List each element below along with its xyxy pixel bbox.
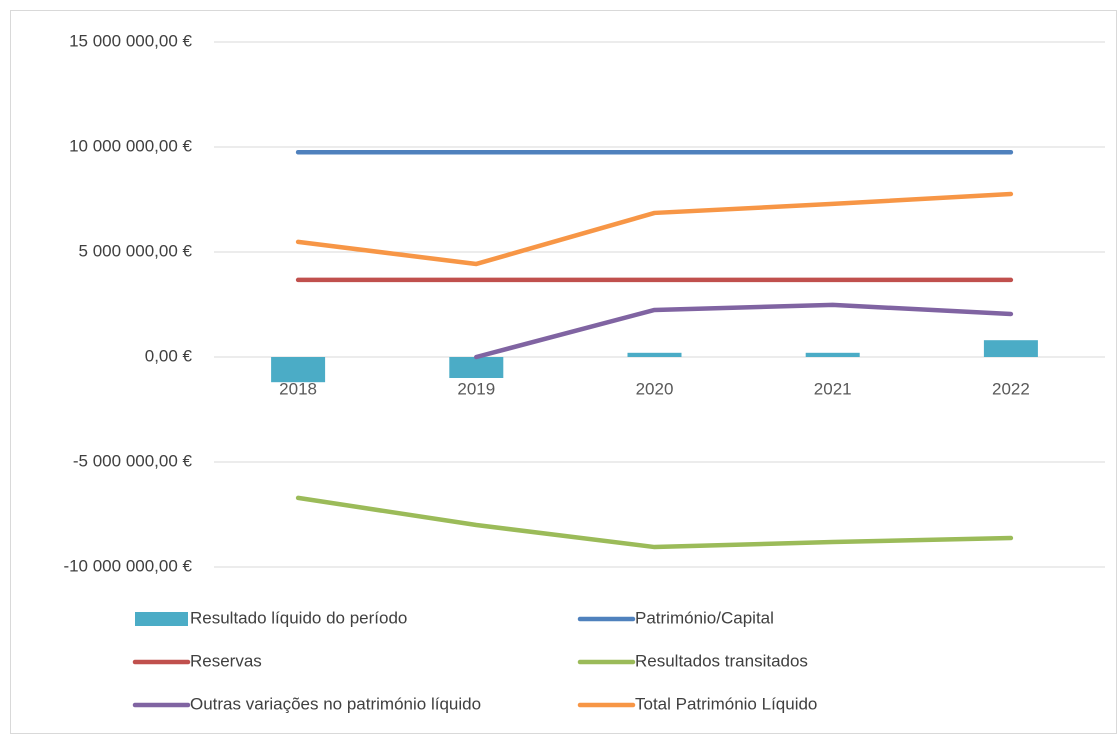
x-tick-label: 2019 [457, 379, 495, 398]
line [295, 495, 1014, 550]
bar [983, 340, 1038, 357]
y-tick-label: 10 000 000,00 € [69, 136, 192, 155]
chart-frame [10, 10, 1117, 734]
x-tick-label: 2021 [814, 379, 852, 398]
legend-label: Património/Capital [635, 608, 774, 627]
y-tick-label: -10 000 000,00 € [63, 556, 192, 575]
legend-label: Reservas [190, 651, 262, 670]
x-tick-label: 2020 [636, 379, 674, 398]
legend-swatch [135, 612, 188, 626]
line [295, 191, 1014, 267]
bar [449, 357, 504, 378]
legend-label: Resultado líquido do período [190, 608, 407, 627]
y-tick-label: 0,00 € [145, 346, 193, 365]
legend-label: Resultados transitados [635, 651, 808, 670]
legend-label: Outras variações no património líquido [190, 694, 481, 713]
y-tick-label: 15 000 000,00 € [69, 31, 192, 50]
x-tick-label: 2022 [992, 379, 1030, 398]
y-tick-label: -5 000 000,00 € [73, 451, 193, 470]
legend-label: Total Património Líquido [635, 694, 817, 713]
line [474, 302, 1014, 360]
bar [271, 357, 326, 383]
bar [627, 352, 682, 357]
x-tick-label: 2018 [279, 379, 317, 398]
bar [805, 352, 860, 357]
y-tick-label: 5 000 000,00 € [79, 241, 193, 260]
